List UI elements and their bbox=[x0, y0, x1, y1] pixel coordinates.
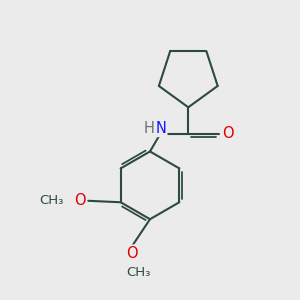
Text: O: O bbox=[222, 126, 233, 141]
Text: O: O bbox=[74, 193, 86, 208]
Text: H: H bbox=[144, 121, 154, 136]
Text: CH₃: CH₃ bbox=[126, 266, 150, 279]
Text: N: N bbox=[155, 121, 166, 136]
Text: CH₃: CH₃ bbox=[40, 194, 64, 207]
Text: O: O bbox=[127, 246, 138, 261]
